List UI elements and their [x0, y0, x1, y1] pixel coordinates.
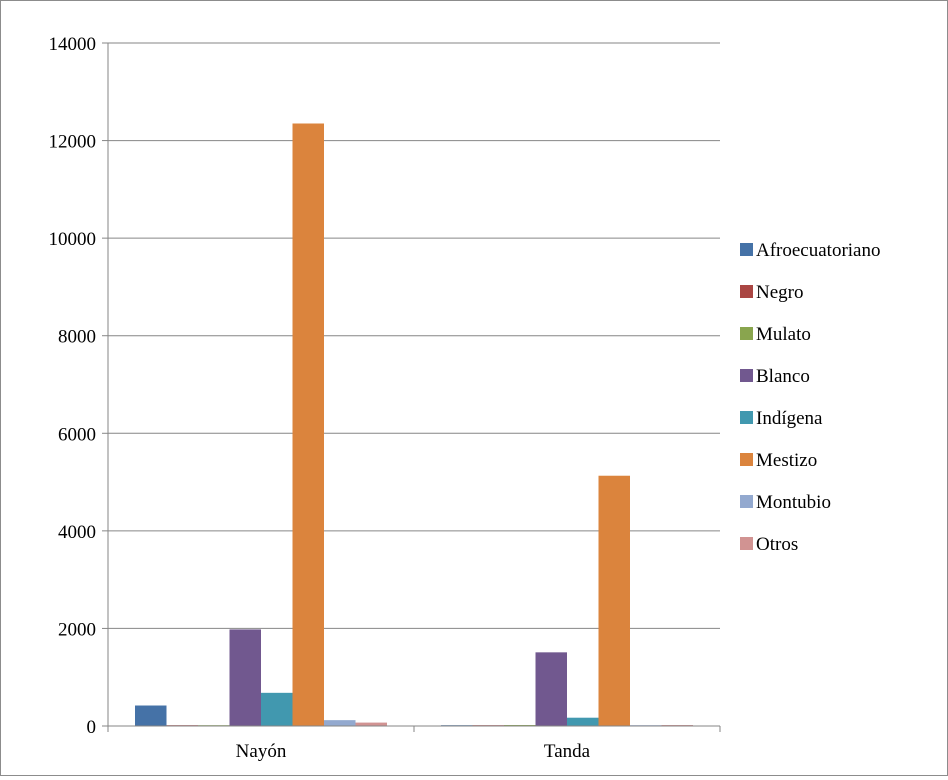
x-category-label: Tanda: [544, 741, 591, 762]
gridlines: [108, 42, 720, 629]
bar-blanco-tanda: [535, 652, 567, 726]
y-tick-label: 14000: [49, 34, 97, 55]
y-tick-label: 4000: [58, 522, 96, 543]
bar-blanco-nayón: [229, 629, 261, 726]
legend-swatch: [740, 537, 753, 550]
y-tick-label: 2000: [58, 619, 96, 640]
legend: Afroecuatoriano Negro Mulato Blanco Indígena…: [740, 240, 881, 555]
legend-label: Montubio: [756, 492, 831, 513]
bar-montubio-nayón: [324, 720, 356, 726]
legend-swatch: [740, 411, 753, 424]
legend-label: Indígena: [756, 408, 823, 429]
legend-label: Negro: [756, 282, 803, 303]
legend-label: Blanco: [756, 366, 810, 387]
bar-mestizo-nayón: [292, 123, 324, 726]
bar-indígena-nayón: [261, 692, 293, 726]
bar-afroecuatoriano-nayón: [135, 705, 167, 726]
bar-mestizo-tanda: [598, 475, 630, 726]
legend-swatch: [740, 285, 753, 298]
y-tick-label: 0: [87, 717, 97, 738]
axes: [102, 42, 721, 732]
legend-label: Mestizo: [756, 450, 817, 471]
legend-swatch: [740, 495, 753, 508]
legend-swatch: [740, 453, 753, 466]
y-tick-label: 6000: [58, 424, 96, 445]
y-tick-labels: 0 2000 4000 6000 8000 10000 12000 14000: [49, 34, 97, 738]
legend-label: Afroecuatoriano: [756, 240, 881, 261]
legend-swatch: [740, 243, 753, 256]
bar-indígena-tanda: [567, 717, 599, 726]
bars: [135, 123, 693, 726]
x-category-label: Nayón: [236, 741, 287, 762]
bar-otros-nayón: [355, 722, 387, 726]
y-tick-label: 8000: [58, 327, 96, 348]
legend-label: Otros: [756, 534, 798, 555]
y-tick-label: 10000: [49, 229, 97, 250]
y-tick-label: 12000: [49, 132, 97, 153]
legend-swatch: [740, 327, 753, 340]
legend-swatch: [740, 369, 753, 382]
x-category-labels: Nayón Tanda: [236, 741, 591, 762]
legend-label: Mulato: [756, 324, 811, 345]
